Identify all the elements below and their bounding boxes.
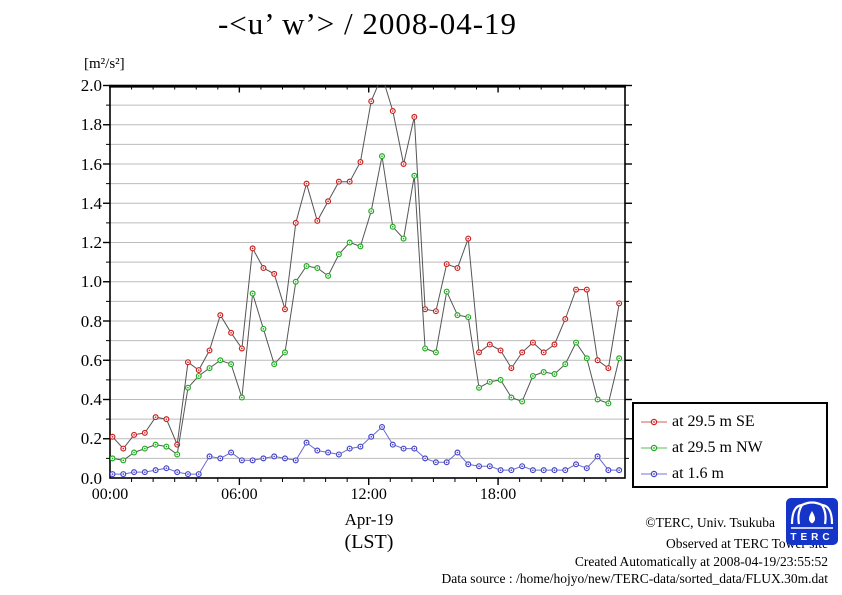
x-tick-label: 06:00 [221,486,258,503]
y-tick-label: 2.0 [80,76,102,95]
terc-logo-icon: TERC [786,498,838,545]
series-at-1.6-m [110,423,623,478]
series-at-29.5-m-NW [110,153,623,464]
data-point-marker [380,73,385,78]
legend-item-label: at 29.5 m NW [672,439,763,456]
x-axis-lst-label: (LST) [344,531,394,553]
x-tick-label: 00:00 [91,486,129,503]
axis-ticks [103,84,632,485]
y-tick-label: 1.4 [80,193,102,213]
series-at-29.5-m-SE [110,73,623,452]
footer-created-timestamp: Created Automatically at 2008-04-19/23:5… [574,554,828,569]
y-tick-label: 1.8 [80,115,102,135]
legend-marker-icon [641,470,667,478]
y-tick-label: 1.0 [80,272,102,292]
y-tick-label: 1.2 [80,233,102,252]
chart-title: -<u’ w’> / 2008-04-19 [217,6,518,41]
y-tick-label: 0.6 [80,350,102,370]
x-axis-date-label: Apr-19 [344,510,394,529]
y-tick-label: 1.6 [80,154,102,174]
legend-marker-icon [641,444,667,452]
y-axis-unit-label: [m²/s²] [84,56,125,72]
y-tick-label: 0.4 [80,390,102,409]
y-tick-label: 0.8 [80,311,102,331]
legend-item: at 29.5 m NW [640,435,826,461]
y-tick-label: 0.0 [80,468,102,488]
legend-item-label: at 1.6 m [672,465,724,482]
legend-item: at 1.6 m [640,461,826,487]
x-tick-label: 12:00 [350,486,387,503]
legend-item-label: at 29.5 m SE [672,413,755,430]
legend-marker-icon [641,418,667,426]
legend-item: at 29.5 m SE [640,409,826,435]
footer-copyright: ©TERC, Univ. Tsukuba [645,515,775,530]
legend-box: at 29.5 m SE at 29.5 m NW at 1.6 m [632,402,828,488]
footer-data-source-path: Data source : /home/hojyo/new/TERC-data/… [441,571,828,586]
y-tick-label: 0.2 [80,429,102,449]
x-tick-label: 18:00 [479,486,517,503]
gridlines [110,104,625,459]
terc-logo-text: TERC [790,532,833,543]
